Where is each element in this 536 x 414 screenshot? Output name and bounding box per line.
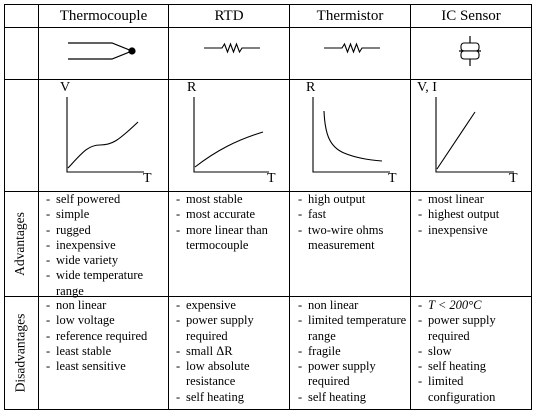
advantages-thermocouple: self powered simple rugged inexpensive w… <box>46 192 166 299</box>
list-item: inexpensive <box>418 223 528 239</box>
list-item: fast <box>298 207 408 223</box>
ic-sensor-icon <box>459 36 481 66</box>
advantages-thermistor: high output fast two-wire ohms measureme… <box>298 192 408 253</box>
graph-thermistor-xlabel: T <box>388 171 397 186</box>
list-item: most linear <box>418 192 528 208</box>
row-label-advantages: Advantages <box>12 212 28 276</box>
list-item: least sensitive <box>46 359 166 375</box>
list-item: small ΔR <box>176 344 286 360</box>
list-item: fragile <box>298 344 408 360</box>
list-item: wide temperature range <box>46 268 166 299</box>
graph-rtd-xlabel: T <box>267 171 276 186</box>
column-divider-1 <box>38 4 39 410</box>
list-item: two-wire ohms measurement <box>298 223 408 254</box>
row-label-disadvantages: Disadvantages <box>12 313 28 393</box>
list-item: self heating <box>298 390 408 406</box>
list-item: power supply required <box>176 313 286 344</box>
list-item: reference required <box>46 329 166 345</box>
header-rtd: RTD <box>214 8 244 24</box>
list-item: self heating <box>176 390 286 406</box>
column-divider-4 <box>410 4 411 410</box>
rtd-response-graph <box>193 97 269 173</box>
row-divider-1 <box>4 27 532 28</box>
list-item: limited configuration <box>418 374 528 405</box>
list-item: low voltage <box>46 313 166 329</box>
list-item: self powered <box>46 192 166 208</box>
list-item: most stable <box>176 192 286 208</box>
graph-rtd-ylabel: R <box>187 80 197 95</box>
column-divider-2 <box>168 4 169 410</box>
list-item: T < 200°C <box>418 298 528 314</box>
graph-thermocouple-ylabel: V <box>60 80 71 95</box>
thermocouple-junction-icon <box>68 42 136 60</box>
list-item: highest output <box>418 207 528 223</box>
row-divider-2 <box>4 79 532 80</box>
list-item: high output <box>298 192 408 208</box>
graph-ic-sensor-xlabel: T <box>509 171 518 186</box>
list-item: simple <box>46 207 166 223</box>
list-item: inexpensive <box>46 238 166 254</box>
thermistor-response-graph <box>312 97 390 173</box>
list-item: non linear <box>46 298 166 314</box>
list-item: wide variety <box>46 253 166 269</box>
graph-thermocouple-xlabel: T <box>143 171 152 186</box>
list-item: slow <box>418 344 528 360</box>
disadvantages-rtd: expensive power supply required small ΔR… <box>176 298 286 405</box>
table-border-right <box>531 4 532 410</box>
thermistor-icon <box>324 42 380 54</box>
list-item: most accurate <box>176 207 286 223</box>
ic-sensor-response-graph <box>435 97 514 173</box>
table-border-left <box>4 4 5 410</box>
list-item: non linear <box>298 298 408 314</box>
header-thermistor: Thermistor <box>316 8 384 24</box>
table-border-top <box>4 4 532 5</box>
disadvantages-thermocouple: non linear low voltage reference require… <box>46 298 166 375</box>
list-item: self heating <box>418 359 528 375</box>
list-item: low absolute resistance <box>176 359 286 390</box>
list-item: least stable <box>46 344 166 360</box>
header-ic-sensor: IC Sensor <box>441 8 501 24</box>
list-item: rugged <box>46 223 166 239</box>
disadvantages-ic-sensor: T < 200°C power supply required slow sel… <box>418 298 528 405</box>
advantages-ic-sensor: most linear highest output inexpensive <box>418 192 528 238</box>
disadvantages-thermistor: non linear limited temperature range fra… <box>298 298 408 405</box>
resistor-icon <box>204 42 260 54</box>
table-border-bottom <box>4 409 532 410</box>
thermocouple-response-graph <box>66 97 144 173</box>
advantages-rtd: most stable most accurate more linear th… <box>176 192 286 253</box>
header-thermocouple: Thermocouple <box>59 8 148 24</box>
graph-ic-sensor-ylabel: V, I <box>417 80 437 95</box>
graph-thermistor-ylabel: R <box>306 80 316 95</box>
list-item: more linear than termocouple <box>176 223 286 254</box>
list-item: limited temperature range <box>298 313 408 344</box>
row-divider-4 <box>4 296 532 297</box>
list-item: power supply required <box>418 313 528 344</box>
list-item: expensive <box>176 298 286 314</box>
list-item: power supply required <box>298 359 408 390</box>
column-divider-3 <box>289 4 290 410</box>
